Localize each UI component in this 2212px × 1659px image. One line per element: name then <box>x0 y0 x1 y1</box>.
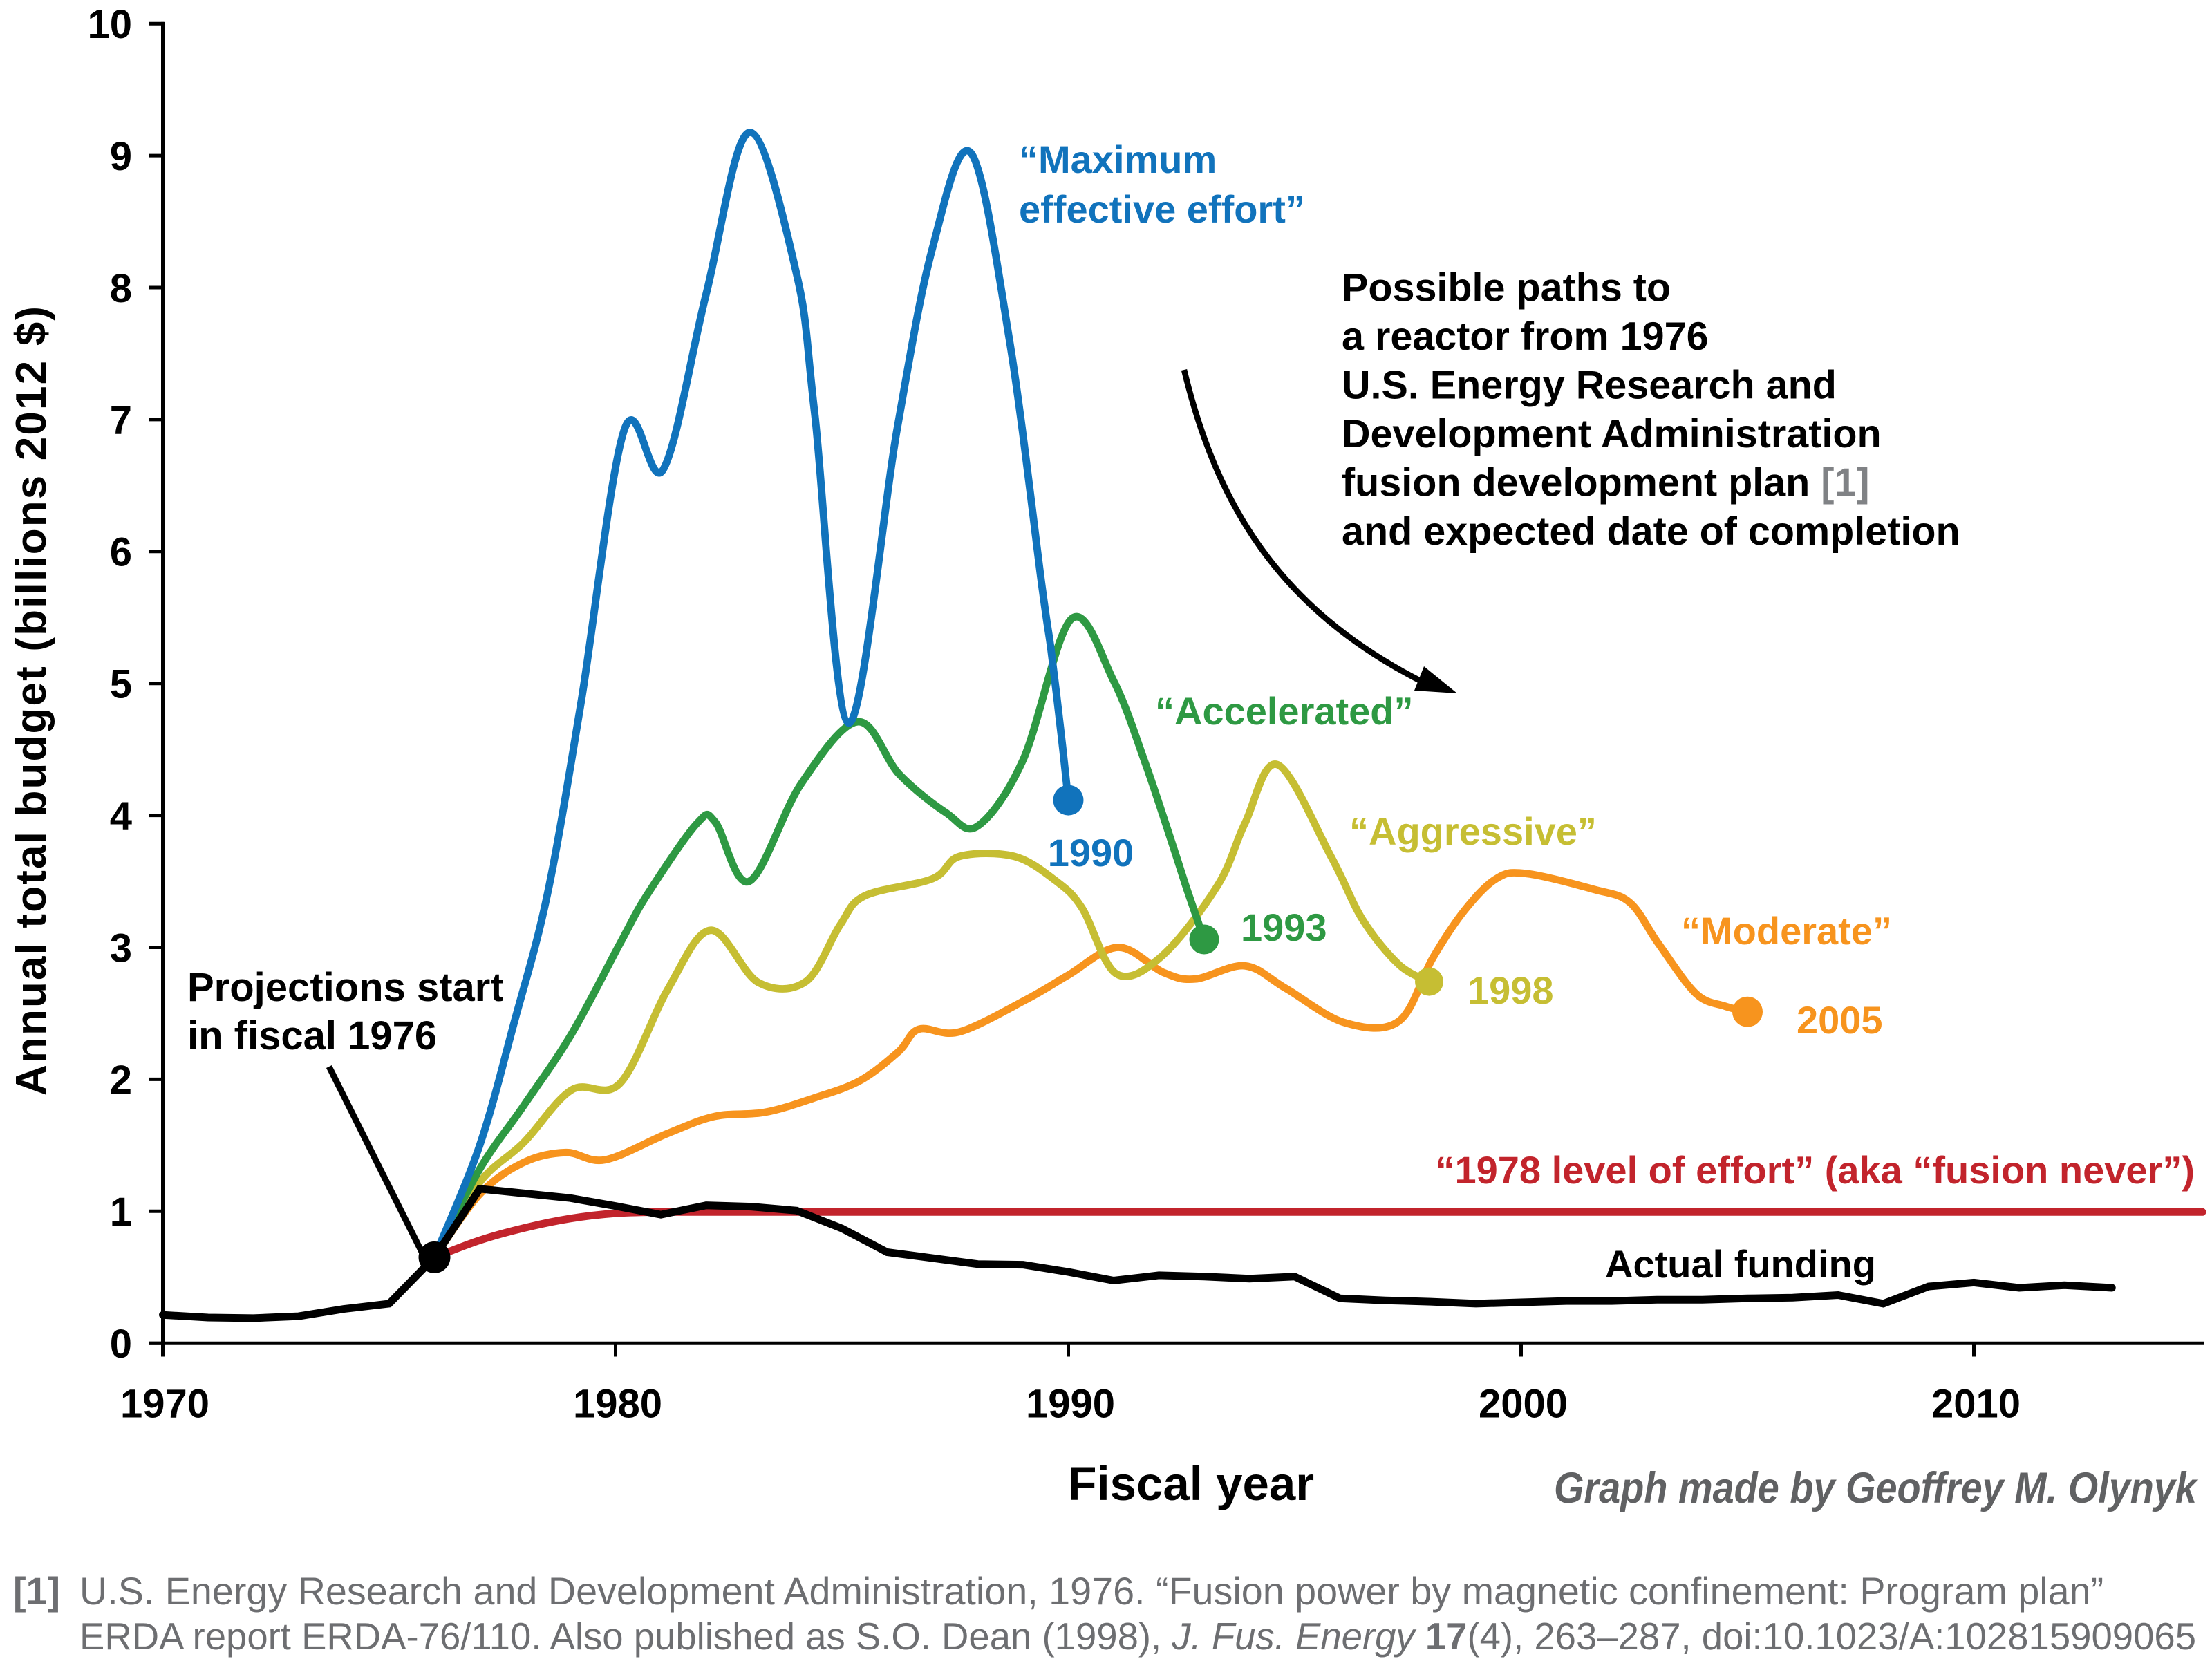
svg-text:a reactor from 1976: a reactor from 1976 <box>1342 315 1709 359</box>
svg-text:6: 6 <box>110 530 132 575</box>
svg-text:“Moderate”: “Moderate” <box>1681 909 1892 953</box>
svg-text:“1978 level of effort” (aka “f: “1978 level of effort” (aka “fusion neve… <box>1435 1148 2195 1192</box>
svg-text:0: 0 <box>110 1322 132 1367</box>
svg-text:1990: 1990 <box>1048 831 1134 874</box>
svg-text:and expected date of completio: and expected date of completion <box>1342 509 1960 554</box>
svg-text:1: 1 <box>110 1190 132 1235</box>
svg-text:U.S. Energy Research and: U.S. Energy Research and <box>1342 364 1837 408</box>
svg-text:8: 8 <box>110 266 132 311</box>
svg-text:fusion development plan [1]: fusion development plan [1] <box>1342 461 1870 505</box>
svg-text:2: 2 <box>110 1058 132 1103</box>
svg-text:effective effort”: effective effort” <box>1019 187 1305 231</box>
svg-text:10: 10 <box>87 2 132 47</box>
svg-text:9: 9 <box>110 134 132 179</box>
svg-text:ERDA report ERDA-76/110. Also: ERDA report ERDA-76/110. Also published … <box>79 1615 2196 1658</box>
svg-text:Actual funding: Actual funding <box>1605 1242 1876 1286</box>
svg-text:Fiscal year: Fiscal year <box>1067 1457 1314 1510</box>
svg-text:1998: 1998 <box>1468 968 1554 1012</box>
svg-text:“Accelerated”: “Accelerated” <box>1155 689 1414 733</box>
svg-text:2010: 2010 <box>1931 1382 2021 1427</box>
svg-text:Annual total budget (billions: Annual total budget (billions 2012 $) <box>8 306 55 1096</box>
svg-text:5: 5 <box>110 662 132 707</box>
svg-text:Graph made by Geoffrey M. Olyn: Graph made by Geoffrey M. Olynyk <box>1554 1464 2199 1512</box>
svg-text:“Maximum: “Maximum <box>1019 138 1217 181</box>
svg-text:1990: 1990 <box>1026 1382 1115 1427</box>
svg-text:1980: 1980 <box>573 1382 662 1427</box>
svg-text:3: 3 <box>110 926 132 971</box>
svg-text:1970: 1970 <box>120 1382 209 1427</box>
svg-text:Development Administration: Development Administration <box>1342 412 1882 456</box>
svg-text:“Aggressive”: “Aggressive” <box>1349 809 1597 853</box>
svg-text:4: 4 <box>110 794 132 838</box>
svg-text:2000: 2000 <box>1479 1382 1568 1427</box>
svg-text:7: 7 <box>110 398 132 443</box>
svg-text:Possible paths to: Possible paths to <box>1342 266 1671 310</box>
svg-text:[1]U.S. Energy Research and De: [1] U.S. Energy Research and Development … <box>13 1570 2103 1613</box>
svg-text:Projections start: Projections start <box>187 965 504 1010</box>
svg-text:2005: 2005 <box>1797 998 1883 1042</box>
svg-text:in fiscal 1976: in fiscal 1976 <box>187 1013 437 1058</box>
svg-text:1993: 1993 <box>1241 906 1327 949</box>
